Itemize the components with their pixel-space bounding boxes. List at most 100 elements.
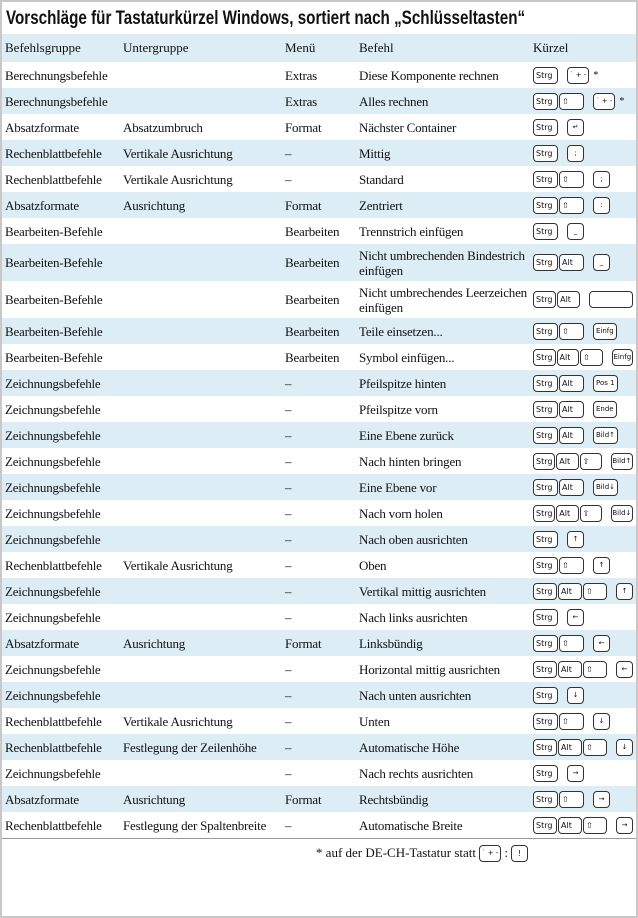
shortcut-keys: Strg Alt ⇧ Bild↑ xyxy=(533,452,634,470)
key-icon: ˙ + - xyxy=(567,66,590,84)
cell-kurzel: Strg Alt ⇧ ← xyxy=(530,656,636,682)
cell-kurzel: Strg Alt Bild↑ xyxy=(530,422,636,448)
strg-key-icon: Strg xyxy=(533,504,556,522)
title-bar: Vorschläge für Tastaturkürzel Windows, s… xyxy=(2,2,636,34)
cell-befehl: Rechtsbündig xyxy=(356,786,530,812)
cell-befehl: Nächster Container xyxy=(359,119,457,135)
cell-menu: – xyxy=(282,526,356,552)
shortcut-keys: Strg Alt xyxy=(533,291,633,308)
strg-key-icon: Strg xyxy=(533,764,558,782)
cell-menu: Bearbeiten xyxy=(285,223,340,239)
cell-menu: Format xyxy=(282,192,356,218)
alt-key-icon: Alt xyxy=(559,478,584,496)
cell-kurzel: Strg ↑ xyxy=(530,526,636,552)
cell-befehlsgruppe: Zeichnungsbefehle xyxy=(2,370,120,396)
shortcut-keys: Strg Alt ⇧ → xyxy=(533,816,633,834)
cell-befehlsgruppe: Bearbeiten-Befehle xyxy=(2,244,120,281)
cell-untergruppe: Ausrichtung xyxy=(120,192,282,218)
cell-befehlsgruppe: Absatzformate xyxy=(5,119,79,135)
cell-menu: – xyxy=(285,401,292,417)
strg-key-icon: Strg xyxy=(533,790,558,808)
shortcut-keys: Strg ← xyxy=(533,608,633,626)
cell-befehl: Automatische Breite xyxy=(359,817,463,833)
cell-kurzel: Strg ⇧; xyxy=(530,166,636,192)
shortcut-keys: Strg ⇧ ← xyxy=(533,634,633,652)
cell-menu: – xyxy=(282,578,356,604)
cell-untergruppe xyxy=(120,281,282,318)
key-icon: → xyxy=(567,764,584,782)
cell-untergruppe: Ausrichtung xyxy=(120,786,282,812)
key-icon: ! xyxy=(511,844,528,862)
cell-menu: Extras xyxy=(282,88,356,114)
alt-key-icon: Alt xyxy=(559,254,584,271)
table-row: Rechenblattbefehle Festlegung der Zeilenh… xyxy=(2,734,636,760)
strg-key-icon: Strg xyxy=(533,254,558,271)
key-icon: : xyxy=(593,196,610,214)
strg-key-icon: Strg xyxy=(533,556,558,574)
table-row: Zeichnungsbefehle – Nach unten ausrichten S… xyxy=(2,682,636,708)
cell-befehlsgruppe: Bearbeiten-Befehle xyxy=(5,349,103,365)
cell-kurzel: Strg ⇧ ↓ xyxy=(530,708,636,734)
key-icon: ; xyxy=(593,170,610,188)
strg-key-icon: Strg xyxy=(533,400,558,418)
cell-befehl: Nach unten ausrichten xyxy=(356,682,530,708)
shortcut-keys: Strg ↵ xyxy=(533,118,633,136)
table-row: Rechenblattbefehle Vertikale Ausrichtung –… xyxy=(2,166,636,192)
table-row: Zeichnungsbefehle – Horizontal mittig ausr… xyxy=(2,656,636,682)
strg-key-icon: Strg xyxy=(533,530,558,548)
cell-menu: – xyxy=(282,370,356,396)
alt-key-icon: Alt xyxy=(557,291,581,308)
alt-key-icon: Alt xyxy=(559,400,584,418)
alt-key-icon: Alt xyxy=(556,504,579,522)
table-row: Zeichnungsbefehle – Pfeilspitze hinten Strg… xyxy=(2,370,636,396)
key-icon: _ xyxy=(593,254,610,271)
strg-key-icon: Strg xyxy=(533,426,558,444)
shortcut-keys: Strg ˙ + - * xyxy=(533,66,633,84)
shortcut-keys: Strg Alt ⇧ ↑ xyxy=(533,582,633,600)
key-icon: ↑ xyxy=(593,556,610,574)
shortcut-keys: Strg Alt Bild↑ xyxy=(533,426,633,444)
table-row: Zeichnungsbefehle – Vertikal mittig ausric… xyxy=(2,578,636,604)
key-icon: _ xyxy=(567,222,584,240)
cell-untergruppe xyxy=(120,760,282,786)
header-befehlsgruppe: Befehlsgruppe xyxy=(2,34,120,62)
table-row: Bearbeiten-Befehle Bearbeiten Symbol einfü… xyxy=(2,344,636,370)
cell-menu: – xyxy=(285,609,292,625)
alt-key-icon: Alt xyxy=(558,582,582,600)
table-row: Zeichnungsbefehle – Nach vorn holen Strg Alt… xyxy=(2,500,636,526)
key-icon: ↓ xyxy=(616,738,633,756)
strg-key-icon: Strg xyxy=(533,738,557,756)
shift-key-icon: ⇧ xyxy=(583,660,607,678)
header-untergruppe: Untergruppe xyxy=(120,34,282,62)
cell-befehl: Nach vorn holen xyxy=(359,505,443,521)
cell-kurzel: Strg; xyxy=(530,140,636,166)
shift-key-icon: ⇧ xyxy=(559,556,584,574)
cell-menu: Bearbeiten xyxy=(282,244,356,281)
cell-menu: – xyxy=(282,422,356,448)
key-icon xyxy=(589,291,633,308)
cell-kurzel: Strg ⇧ ˙ + - * xyxy=(530,88,636,114)
shift-key-icon: ⇧ xyxy=(559,712,584,730)
strg-key-icon: Strg xyxy=(533,196,558,214)
cell-menu: – xyxy=(285,817,292,833)
page-title: Vorschläge für Tastaturkürzel Windows, s… xyxy=(6,7,526,29)
table-row: Zeichnungsbefehle – Nach rechts ausrichten… xyxy=(2,760,636,786)
cell-untergruppe xyxy=(120,500,282,526)
cell-befehl: Nach hinten bringen xyxy=(359,453,462,469)
strg-key-icon: Strg xyxy=(533,374,558,392)
table-row: Zeichnungsbefehle – Eine Ebene zurück Strg A… xyxy=(2,422,636,448)
cell-befehlsgruppe: Bearbeiten-Befehle xyxy=(5,292,103,307)
cell-menu: Bearbeiten xyxy=(282,318,356,344)
cell-untergruppe xyxy=(120,88,282,114)
table-row: Bearbeiten-Befehle Bearbeiten Teile einset… xyxy=(2,318,636,344)
strg-key-icon: Strg xyxy=(533,712,558,730)
footnote-text: * auf der DE-CH-Tastatur statt xyxy=(315,845,477,860)
cell-befehlsgruppe: Rechenblattbefehle xyxy=(2,140,120,166)
cell-befehlsgruppe: Rechenblattbefehle xyxy=(5,557,102,573)
key-icon: ↓ xyxy=(593,712,610,730)
key-icon: ← xyxy=(593,634,610,652)
cell-kurzel: Strg ⇧: xyxy=(530,192,636,218)
strg-key-icon: Strg xyxy=(533,816,557,834)
cell-untergruppe xyxy=(120,218,282,244)
